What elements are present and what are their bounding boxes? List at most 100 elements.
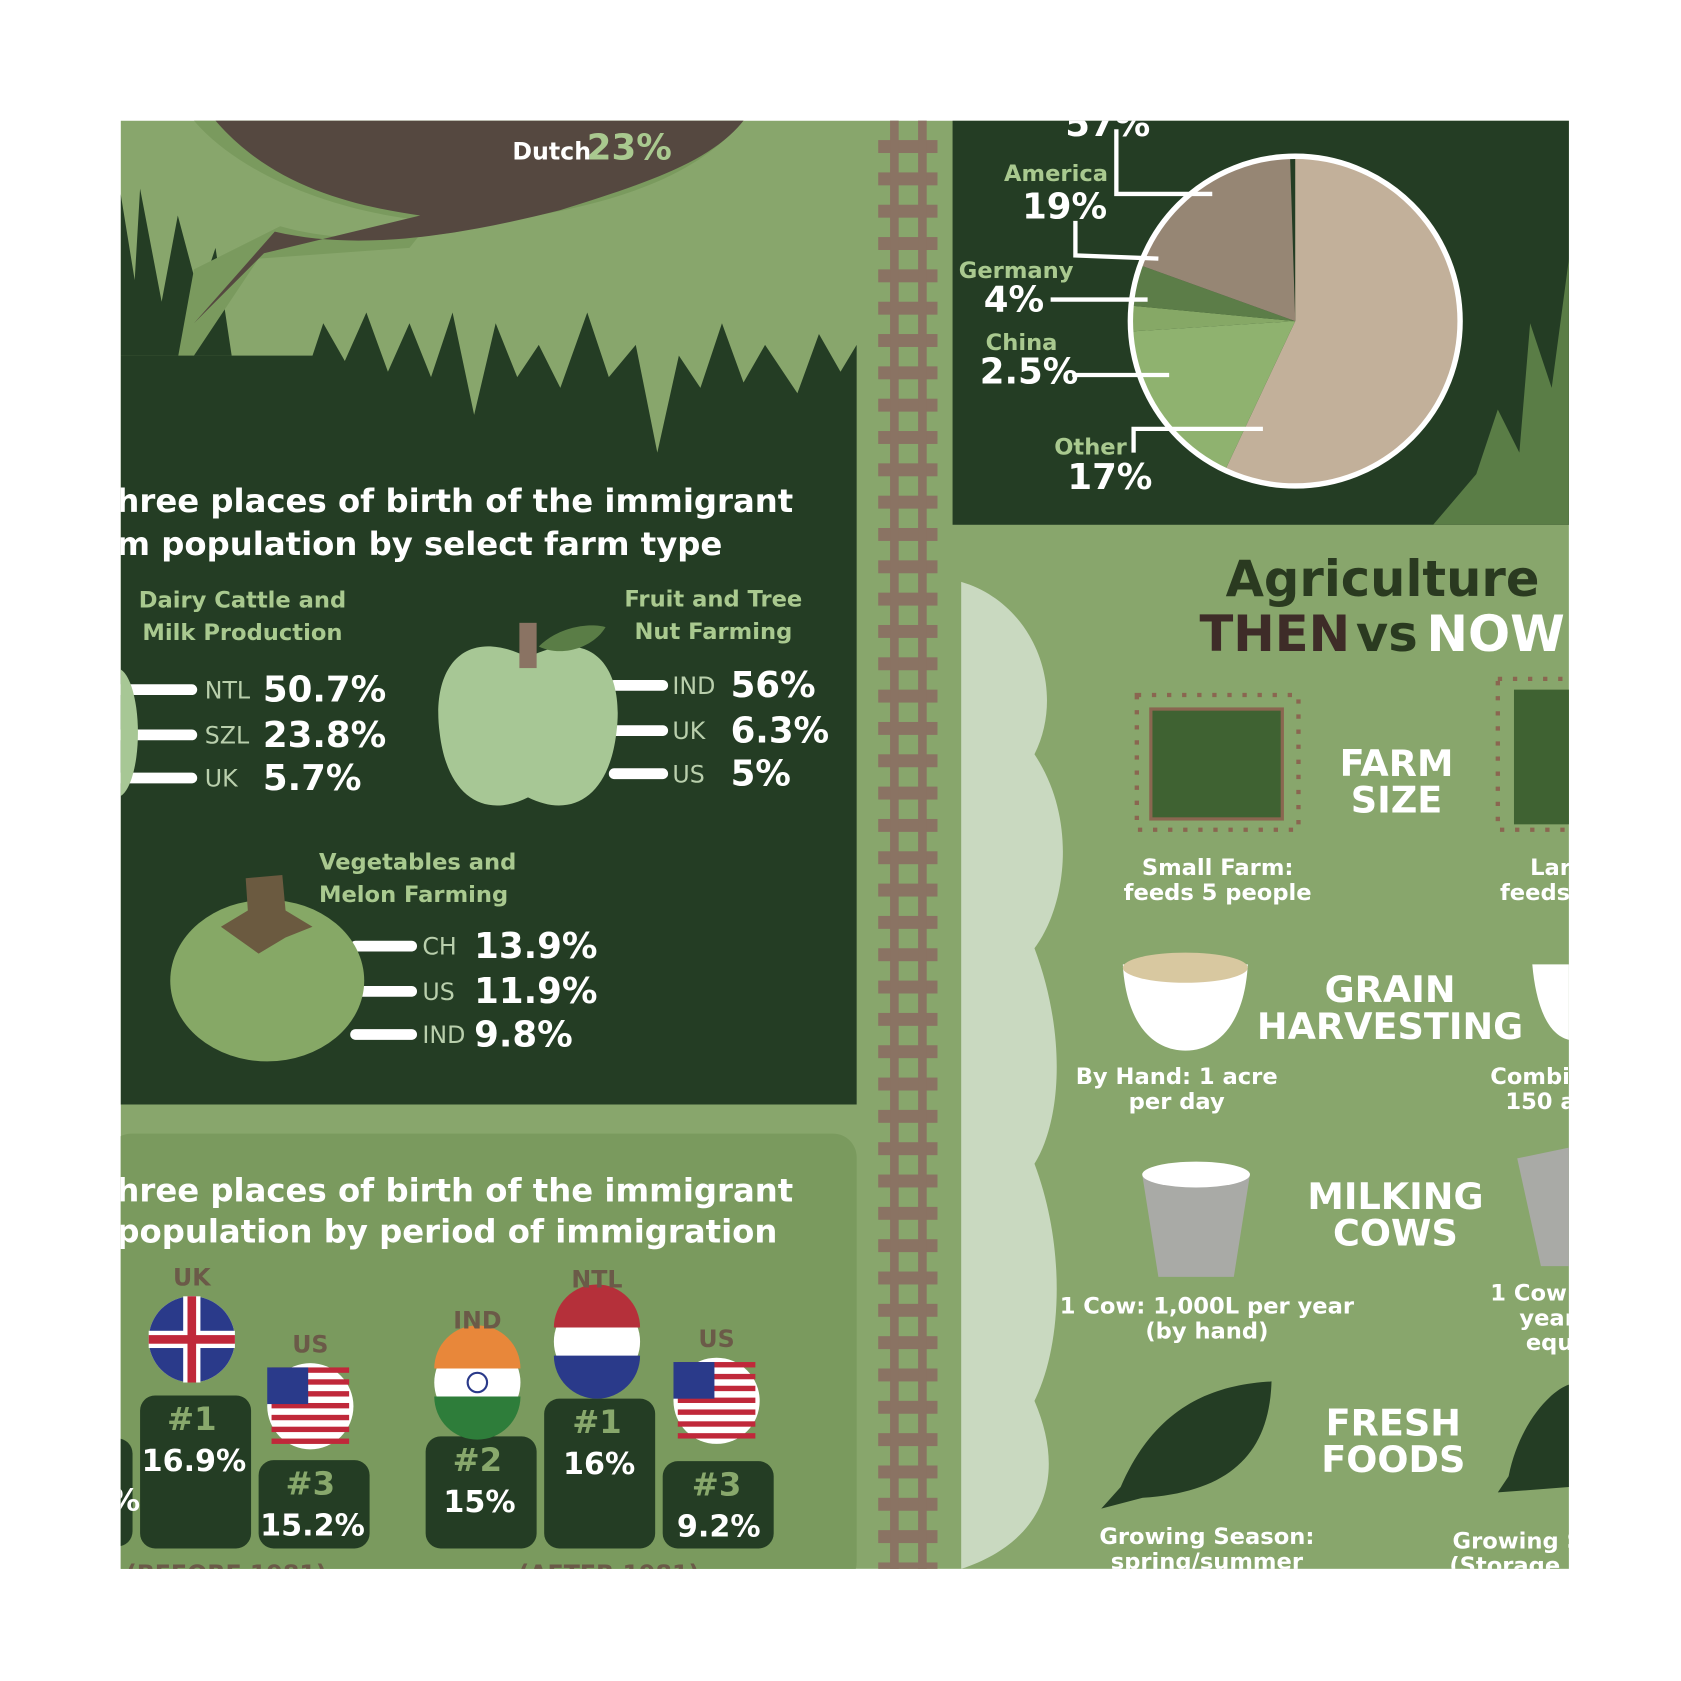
rail xyxy=(890,120,899,1569)
rail-tie xyxy=(878,140,938,154)
rail-tie xyxy=(878,301,938,315)
rail-tie xyxy=(878,592,938,606)
then-caption: By Hand: 1 acre xyxy=(1076,1064,1278,1090)
rail-tie xyxy=(878,172,938,186)
rank-box xyxy=(662,1461,774,1549)
speech-bubble xyxy=(193,120,744,324)
rank-box xyxy=(258,1460,370,1549)
flag-cross xyxy=(187,1296,197,1383)
rail-tie xyxy=(878,1336,938,1350)
country-label: IND xyxy=(453,1307,501,1335)
then-caption: per day xyxy=(1129,1089,1225,1115)
rail-tie xyxy=(878,689,938,703)
then-caption: (by hand) xyxy=(1145,1318,1268,1344)
country-label: US xyxy=(698,1325,734,1353)
rail-tie xyxy=(878,818,938,832)
rail-tie xyxy=(878,1368,938,1382)
flag-canton xyxy=(267,1367,309,1405)
share-value: 15% xyxy=(443,1485,515,1520)
rail-tie xyxy=(878,1433,938,1447)
rail-tie xyxy=(878,851,938,865)
apple-stem xyxy=(519,622,537,669)
partial-value: % xyxy=(110,1484,140,1519)
now-caption: Growing S xyxy=(1453,1528,1583,1554)
rail-tie xyxy=(878,463,938,477)
share-value: 13.9% xyxy=(474,926,597,967)
share-value: 16.9% xyxy=(142,1444,247,1479)
flag-stripe xyxy=(677,1362,756,1368)
country-label: NTL xyxy=(571,1266,622,1294)
flag-stripe xyxy=(271,1367,350,1373)
flag xyxy=(148,1296,235,1383)
row-label: GRAIN xyxy=(1325,968,1456,1011)
flag xyxy=(267,1363,354,1450)
then-caption: Small Farm: xyxy=(1142,855,1294,881)
flag-stripe xyxy=(677,1421,756,1427)
row-label: MILKING xyxy=(1307,1175,1483,1218)
rail-tie xyxy=(878,980,938,994)
pie-outline xyxy=(1127,153,1463,489)
group-name: Milk Production xyxy=(142,620,342,646)
rail-tie xyxy=(878,786,938,800)
rank: #1 xyxy=(572,1403,622,1441)
share-value: 11.9% xyxy=(474,971,597,1012)
share-value: 16% xyxy=(563,1447,635,1482)
rail-tie xyxy=(878,721,938,735)
row-label: FOODS xyxy=(1321,1438,1465,1481)
then-caption: feeds 5 people xyxy=(1124,880,1312,906)
share-value: 6.3% xyxy=(731,710,830,751)
pie-slice xyxy=(1132,265,1296,322)
flag-band xyxy=(553,1355,641,1399)
rank: #3 xyxy=(286,1465,336,1503)
flag-stripe xyxy=(271,1426,350,1433)
flag-stripe xyxy=(271,1379,350,1385)
flag-stripe xyxy=(677,1397,756,1403)
rail-tie xyxy=(878,431,938,444)
agri-title: Agriculture xyxy=(1226,550,1540,608)
flag-stripe xyxy=(271,1414,350,1421)
rail-tie xyxy=(878,366,938,380)
now-caption: year xyxy=(1519,1305,1576,1331)
pie-slice xyxy=(1141,157,1296,322)
content: 57% America 19% Germany 4% China 2.5% Ot… xyxy=(110,120,1584,1588)
period-caption: (BEFORE 1981) xyxy=(126,1560,327,1588)
now-caption: equ xyxy=(1526,1330,1574,1356)
agri-vs: vs xyxy=(1356,605,1418,663)
rank: #3 xyxy=(692,1466,742,1504)
row-label: FRESH xyxy=(1326,1401,1461,1444)
then-caption: Growing Season: xyxy=(1099,1524,1314,1550)
rail-tie xyxy=(878,1077,938,1091)
rail-tie xyxy=(878,1045,938,1059)
flag-stripe xyxy=(271,1391,350,1397)
flag xyxy=(434,1325,521,1440)
rail-tie xyxy=(878,624,938,638)
apple-leaf xyxy=(538,625,606,652)
rail-tie xyxy=(878,1271,938,1285)
rail-tie xyxy=(878,269,938,283)
share-value: 9.2% xyxy=(677,1510,761,1545)
leader-lines xyxy=(1050,129,1263,453)
grass xyxy=(1433,258,1569,525)
country-code: UK xyxy=(672,717,706,745)
country-code: US xyxy=(422,978,454,1006)
rail-tie xyxy=(878,1562,938,1569)
country-label: UK xyxy=(173,1264,212,1292)
now-caption: (Storage u xyxy=(1449,1553,1584,1579)
rail-tie xyxy=(878,1142,938,1156)
section-title: population by period of immigration xyxy=(116,1212,777,1250)
agri-then: THEN xyxy=(1199,605,1350,663)
share-value: 23.8% xyxy=(263,715,386,756)
rail-tie xyxy=(878,1400,938,1414)
rail-tie xyxy=(878,1497,938,1511)
share-value: 50.7% xyxy=(263,669,386,710)
pie-value: 17% xyxy=(1067,457,1152,498)
flag-stripe xyxy=(271,1402,350,1409)
share-value: 15.2% xyxy=(260,1509,365,1544)
country-code: UK xyxy=(205,765,239,793)
flag xyxy=(673,1357,760,1444)
rail-tie xyxy=(878,1012,938,1026)
rank: #1 xyxy=(167,1400,217,1438)
melon-icon xyxy=(170,899,365,1062)
